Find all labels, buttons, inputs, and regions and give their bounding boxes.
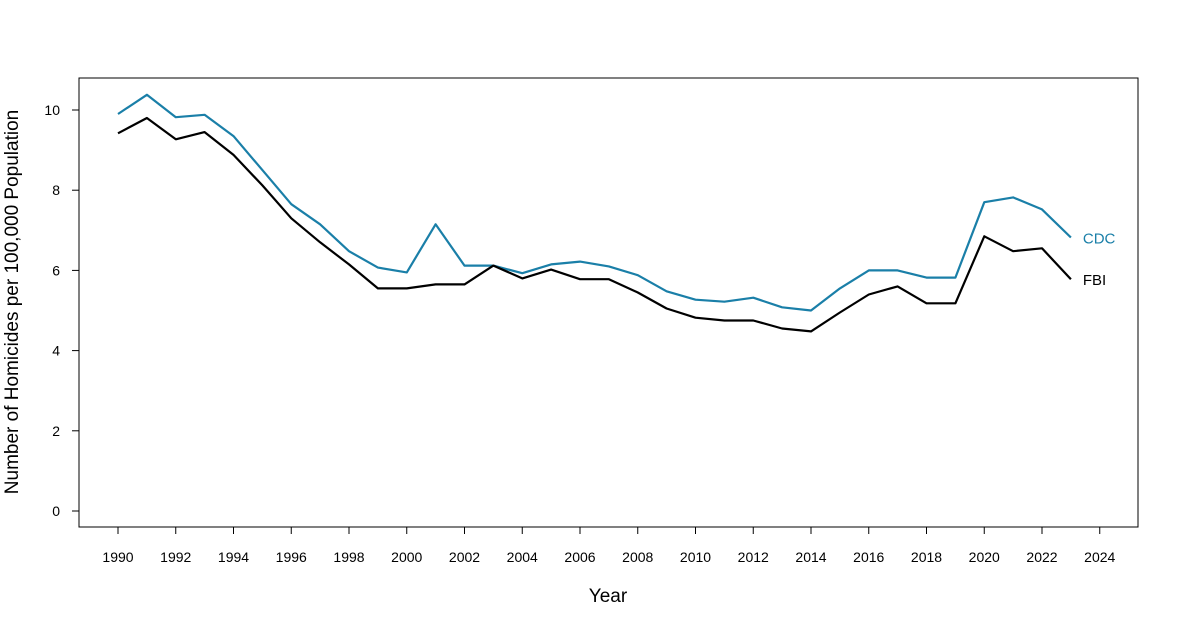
x-tick-label: 2010 [680,549,711,565]
x-tick-label: 1998 [333,549,364,565]
x-tick-label: 2020 [969,549,1000,565]
x-tick-label: 1992 [160,549,191,565]
x-tick-label: 2022 [1026,549,1057,565]
x-tick-label: 1996 [276,549,307,565]
y-tick-label: 6 [52,262,60,278]
y-axis: 0 2 4 6 8 10 [44,102,80,519]
series-line-fbi [117,116,1072,333]
x-tick-label: 1994 [218,549,249,565]
x-tick-label: 2004 [507,549,538,565]
y-tick-label: 4 [52,343,60,359]
x-tick-label: 2016 [853,549,884,565]
x-tick-label: 2012 [738,549,769,565]
x-tick-label: 1990 [102,549,133,565]
x-tick-label: 2008 [622,549,653,565]
x-tick-label: 2018 [911,549,942,565]
x-tick-label: 2014 [795,549,826,565]
y-tick-label: 10 [44,102,60,118]
x-tick-label: 2024 [1084,549,1115,565]
y-tick-label: 2 [52,423,60,439]
plot-frame [78,77,1139,528]
y-tick-label: 8 [52,182,60,198]
series-line-cdc [117,93,1072,312]
y-axis-title: Number of Homicides per 100,000 Populati… [2,110,23,494]
x-tick-label: 2002 [449,549,480,565]
x-tick-label: 2006 [564,549,595,565]
series-lines [117,93,1072,333]
y-tick-label: 0 [52,503,60,519]
series-labels: CDC FBI [1083,231,1116,290]
series-label-fbi: FBI [1083,272,1106,289]
x-tick-label: 2000 [391,549,422,565]
x-axis: 1990 1992 1994 1996 1998 2000 2002 2004 2006 2008… [102,526,1116,565]
series-label-cdc: CDC [1083,231,1116,248]
x-axis-title: Year [589,586,628,607]
